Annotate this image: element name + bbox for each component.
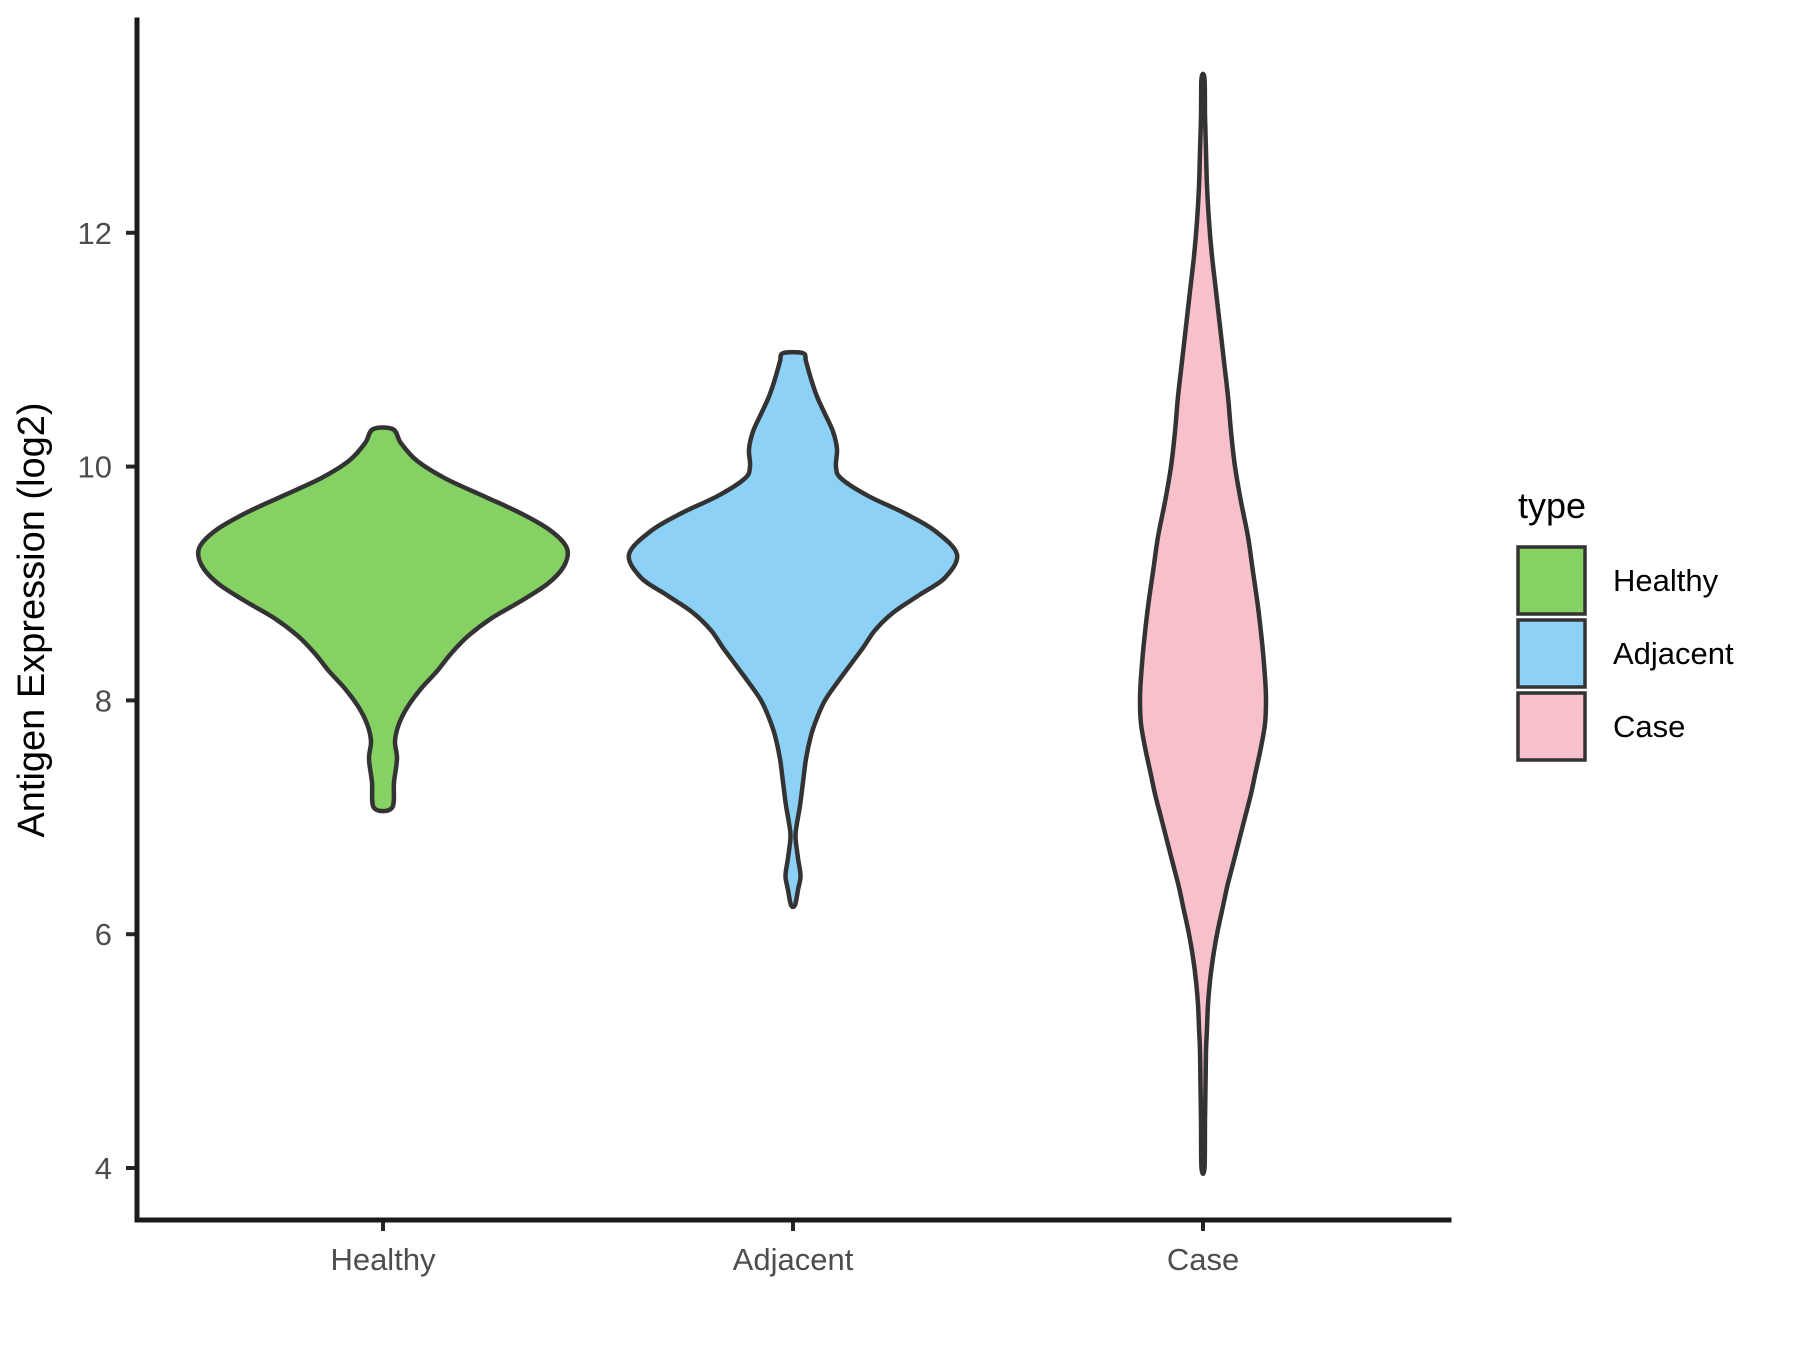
x-tick-label-case: Case <box>1167 1242 1239 1277</box>
legend-key-adjacent <box>1516 618 1587 689</box>
violin-case <box>1137 71 1269 1177</box>
violin-healthy <box>195 425 571 814</box>
y-tick-label: 6 <box>95 917 112 952</box>
violins-layer <box>195 71 1269 1177</box>
legend-label-adjacent: Adjacent <box>1613 636 1734 671</box>
legend-label-healthy: Healthy <box>1613 563 1719 598</box>
x-tick-label-healthy: Healthy <box>330 1242 436 1277</box>
y-tick-label: 4 <box>95 1151 112 1186</box>
legend-title: type <box>1518 485 1586 526</box>
legend-label-case: Case <box>1613 709 1685 744</box>
y-axis-title: Antigen Expression (log2) <box>11 402 53 837</box>
legend-entries: Healthy Adjacent Case <box>1516 545 1734 762</box>
violin-adjacent <box>626 349 960 910</box>
legend-key-case <box>1516 691 1587 762</box>
y-axis-ticks: 4 6 8 10 12 <box>78 216 137 1186</box>
y-tick-label: 10 <box>78 450 112 485</box>
legend: type Healthy Adjacent Case <box>1516 485 1734 762</box>
y-tick-label: 8 <box>95 683 112 718</box>
legend-key-healthy <box>1516 545 1587 616</box>
x-axis-ticks: Healthy Adjacent Case <box>330 1220 1239 1277</box>
y-tick-label: 12 <box>78 216 112 251</box>
x-tick-label-adjacent: Adjacent <box>733 1242 854 1277</box>
